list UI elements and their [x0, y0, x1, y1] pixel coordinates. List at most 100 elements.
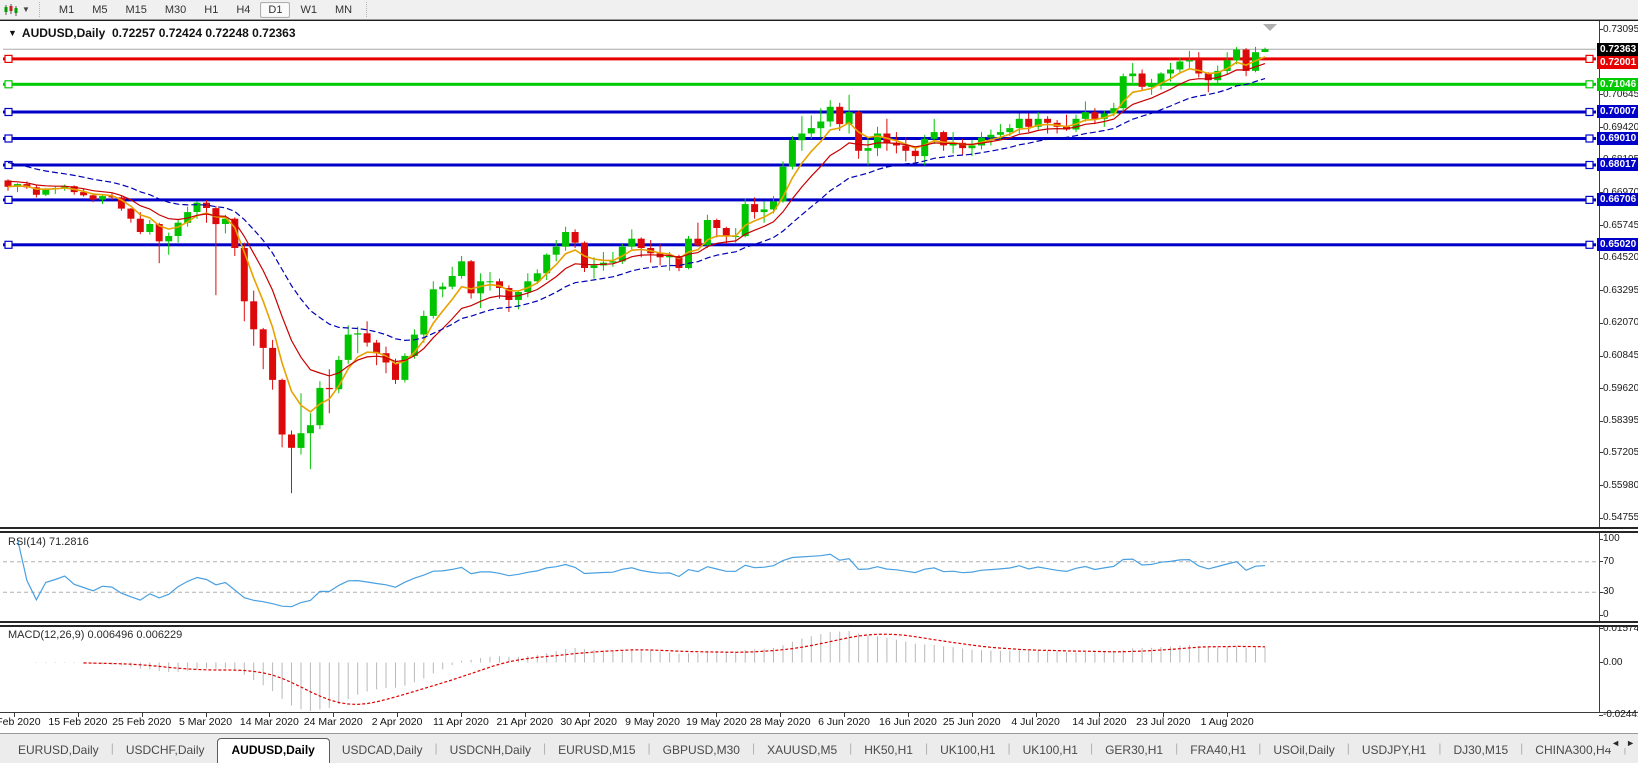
tab-eurusd-m15[interactable]: EURUSD,M15 [558, 743, 636, 757]
main-chart-canvas[interactable] [0, 21, 1599, 527]
price-line-badge: 0.68017 [1597, 158, 1638, 172]
price-tick-mark [1599, 485, 1603, 487]
hline-handle[interactable] [4, 240, 13, 249]
date-label: 24 Mar 2020 [303, 716, 363, 728]
tab-usdcnh-daily[interactable]: USDCNH,Daily [449, 743, 532, 757]
rsi-tick-mark [1599, 591, 1603, 593]
timeframe-button-w1[interactable]: W1 [300, 3, 317, 16]
price-tick-mark [1599, 29, 1603, 31]
horizontal-line[interactable] [3, 163, 1596, 167]
price-tick-label: 0.54755 [1603, 512, 1638, 524]
tab-usoil-daily[interactable]: USOil,Daily [1273, 743, 1335, 757]
date-label: 16 Jun 2020 [878, 716, 937, 728]
price-tick-label: 0.66970 [1603, 186, 1638, 198]
macd-signal-line [83, 633, 1266, 706]
date-label: 1 Aug 2020 [1200, 716, 1254, 728]
date-tick-mark [77, 713, 79, 717]
tab-dj30-m15[interactable]: DJ30,M15 [1453, 743, 1509, 757]
tab-scroll-arrows: ◄ ► [1607, 738, 1635, 748]
rsi-line [16, 538, 1266, 608]
timeframe-button-m1[interactable]: M1 [58, 3, 75, 16]
hline-handle[interactable] [4, 160, 13, 170]
hline-handle[interactable] [4, 54, 13, 64]
tab-eurusd-daily[interactable]: EURUSD,Daily [18, 743, 99, 757]
date-tick-mark [844, 713, 846, 717]
symbol-label: AUDUSD,Daily [21, 26, 106, 40]
macd-tick-mark [1599, 628, 1603, 630]
price-tick-label: 0.65745 [1603, 219, 1638, 231]
timeframe-button-m15[interactable]: M15 [125, 3, 147, 16]
price-tick-label: 0.64520 [1603, 252, 1638, 264]
toolbar-separator [38, 2, 45, 17]
horizontal-line[interactable] [3, 57, 1596, 61]
date-tick-mark [1035, 713, 1037, 717]
date-label: 2 Apr 2020 [371, 716, 423, 728]
tab-gbpusd-m30[interactable]: GBPUSD,M30 [662, 743, 740, 757]
tabs-scroll-right-button[interactable]: ► [1626, 738, 1635, 748]
date-label: 19 May 2020 [685, 716, 747, 728]
tab-separator: | [1520, 740, 1524, 755]
date-tick-mark [460, 713, 462, 717]
hline-handle[interactable] [1585, 80, 1594, 89]
tab-china300-h4[interactable]: CHINA300,H4 [1535, 743, 1612, 757]
timeframe-button-m5[interactable]: M5 [92, 3, 108, 16]
panel-splitter[interactable] [0, 621, 1638, 627]
tab-fra40-h1[interactable]: FRA40,H1 [1190, 743, 1247, 757]
tab-usdchf-daily[interactable]: USDCHF,Daily [125, 743, 205, 757]
tab-separator: | [1175, 740, 1179, 755]
macd-indicator-canvas[interactable] [0, 627, 1599, 712]
tab-usdcad-daily[interactable]: USDCAD,Daily [341, 743, 423, 757]
macd-tick-label: 0.015741 [1603, 622, 1638, 634]
price-tick-mark [1599, 355, 1603, 357]
tab-uk100-h1[interactable]: UK100,H1 [1022, 743, 1078, 757]
hline-handle[interactable] [1585, 54, 1594, 64]
price-tick-label: 0.57205 [1603, 446, 1638, 458]
tab-usdjpy-h1[interactable]: USDJPY,H1 [1361, 743, 1427, 757]
price-tick-label: 0.63295 [1603, 284, 1638, 296]
date-label: 15 Feb 2020 [48, 716, 108, 728]
tab-ger30-h1[interactable]: GER30,H1 [1105, 743, 1164, 757]
tab-xauusd-m5[interactable]: XAUUSD,M5 [767, 743, 838, 757]
hline-handle[interactable] [1585, 134, 1594, 143]
timeframe-button-h1[interactable]: H1 [204, 3, 219, 16]
price-tick-mark [1599, 420, 1603, 422]
horizontal-line[interactable] [3, 82, 1596, 86]
date-tick-mark [780, 713, 782, 717]
hline-handle[interactable] [1585, 240, 1594, 249]
price-tick-label: 0.69420 [1603, 121, 1638, 133]
date-tick-mark [716, 713, 718, 717]
timeframe-button-d1[interactable]: D1 [260, 1, 291, 18]
date-tick-mark [397, 713, 399, 717]
horizontal-line[interactable] [3, 198, 1596, 202]
chart-shift-marker-icon [1263, 24, 1277, 31]
timeframe-button-mn[interactable]: MN [334, 3, 353, 16]
date-tick-mark [588, 713, 590, 717]
rsi-indicator-canvas[interactable] [0, 533, 1599, 621]
caret-down-icon[interactable]: ▼ [22, 5, 30, 14]
hline-handle[interactable] [1585, 107, 1594, 117]
tab-audusd-daily[interactable]: AUDUSD,Daily [216, 738, 330, 763]
horizontal-line[interactable] [3, 110, 1596, 114]
hline-handle[interactable] [4, 195, 13, 204]
timeframe-button-m30[interactable]: M30 [164, 3, 187, 16]
timeframe-button-h4[interactable]: H4 [236, 3, 251, 16]
hline-handle[interactable] [4, 107, 13, 117]
date-label: 5 Mar 2020 [178, 716, 233, 728]
date-label: 6 Feb 2020 [0, 716, 41, 728]
price-line-badge: 0.72001 [1597, 55, 1638, 69]
price-tick-mark [1599, 290, 1603, 292]
panel-splitter[interactable] [0, 527, 1638, 533]
hline-handle[interactable] [1585, 195, 1594, 204]
window-frame-line [0, 20, 1638, 21]
tab-separator: | [1438, 740, 1442, 755]
hline-handle[interactable] [4, 80, 13, 89]
horizontal-line[interactable] [3, 243, 1596, 247]
hline-handle[interactable] [1585, 160, 1594, 170]
tab-hk50-h1[interactable]: HK50,H1 [864, 743, 913, 757]
candlestick-chart-icon[interactable] [3, 3, 19, 17]
tab-uk100-h1[interactable]: UK100,H1 [940, 743, 996, 757]
hline-handle[interactable] [4, 134, 13, 143]
rsi-tick-mark [1599, 614, 1603, 616]
tabs-scroll-left-button[interactable]: ◄ [1611, 738, 1621, 748]
price-line-badge: 0.69010 [1597, 132, 1638, 146]
